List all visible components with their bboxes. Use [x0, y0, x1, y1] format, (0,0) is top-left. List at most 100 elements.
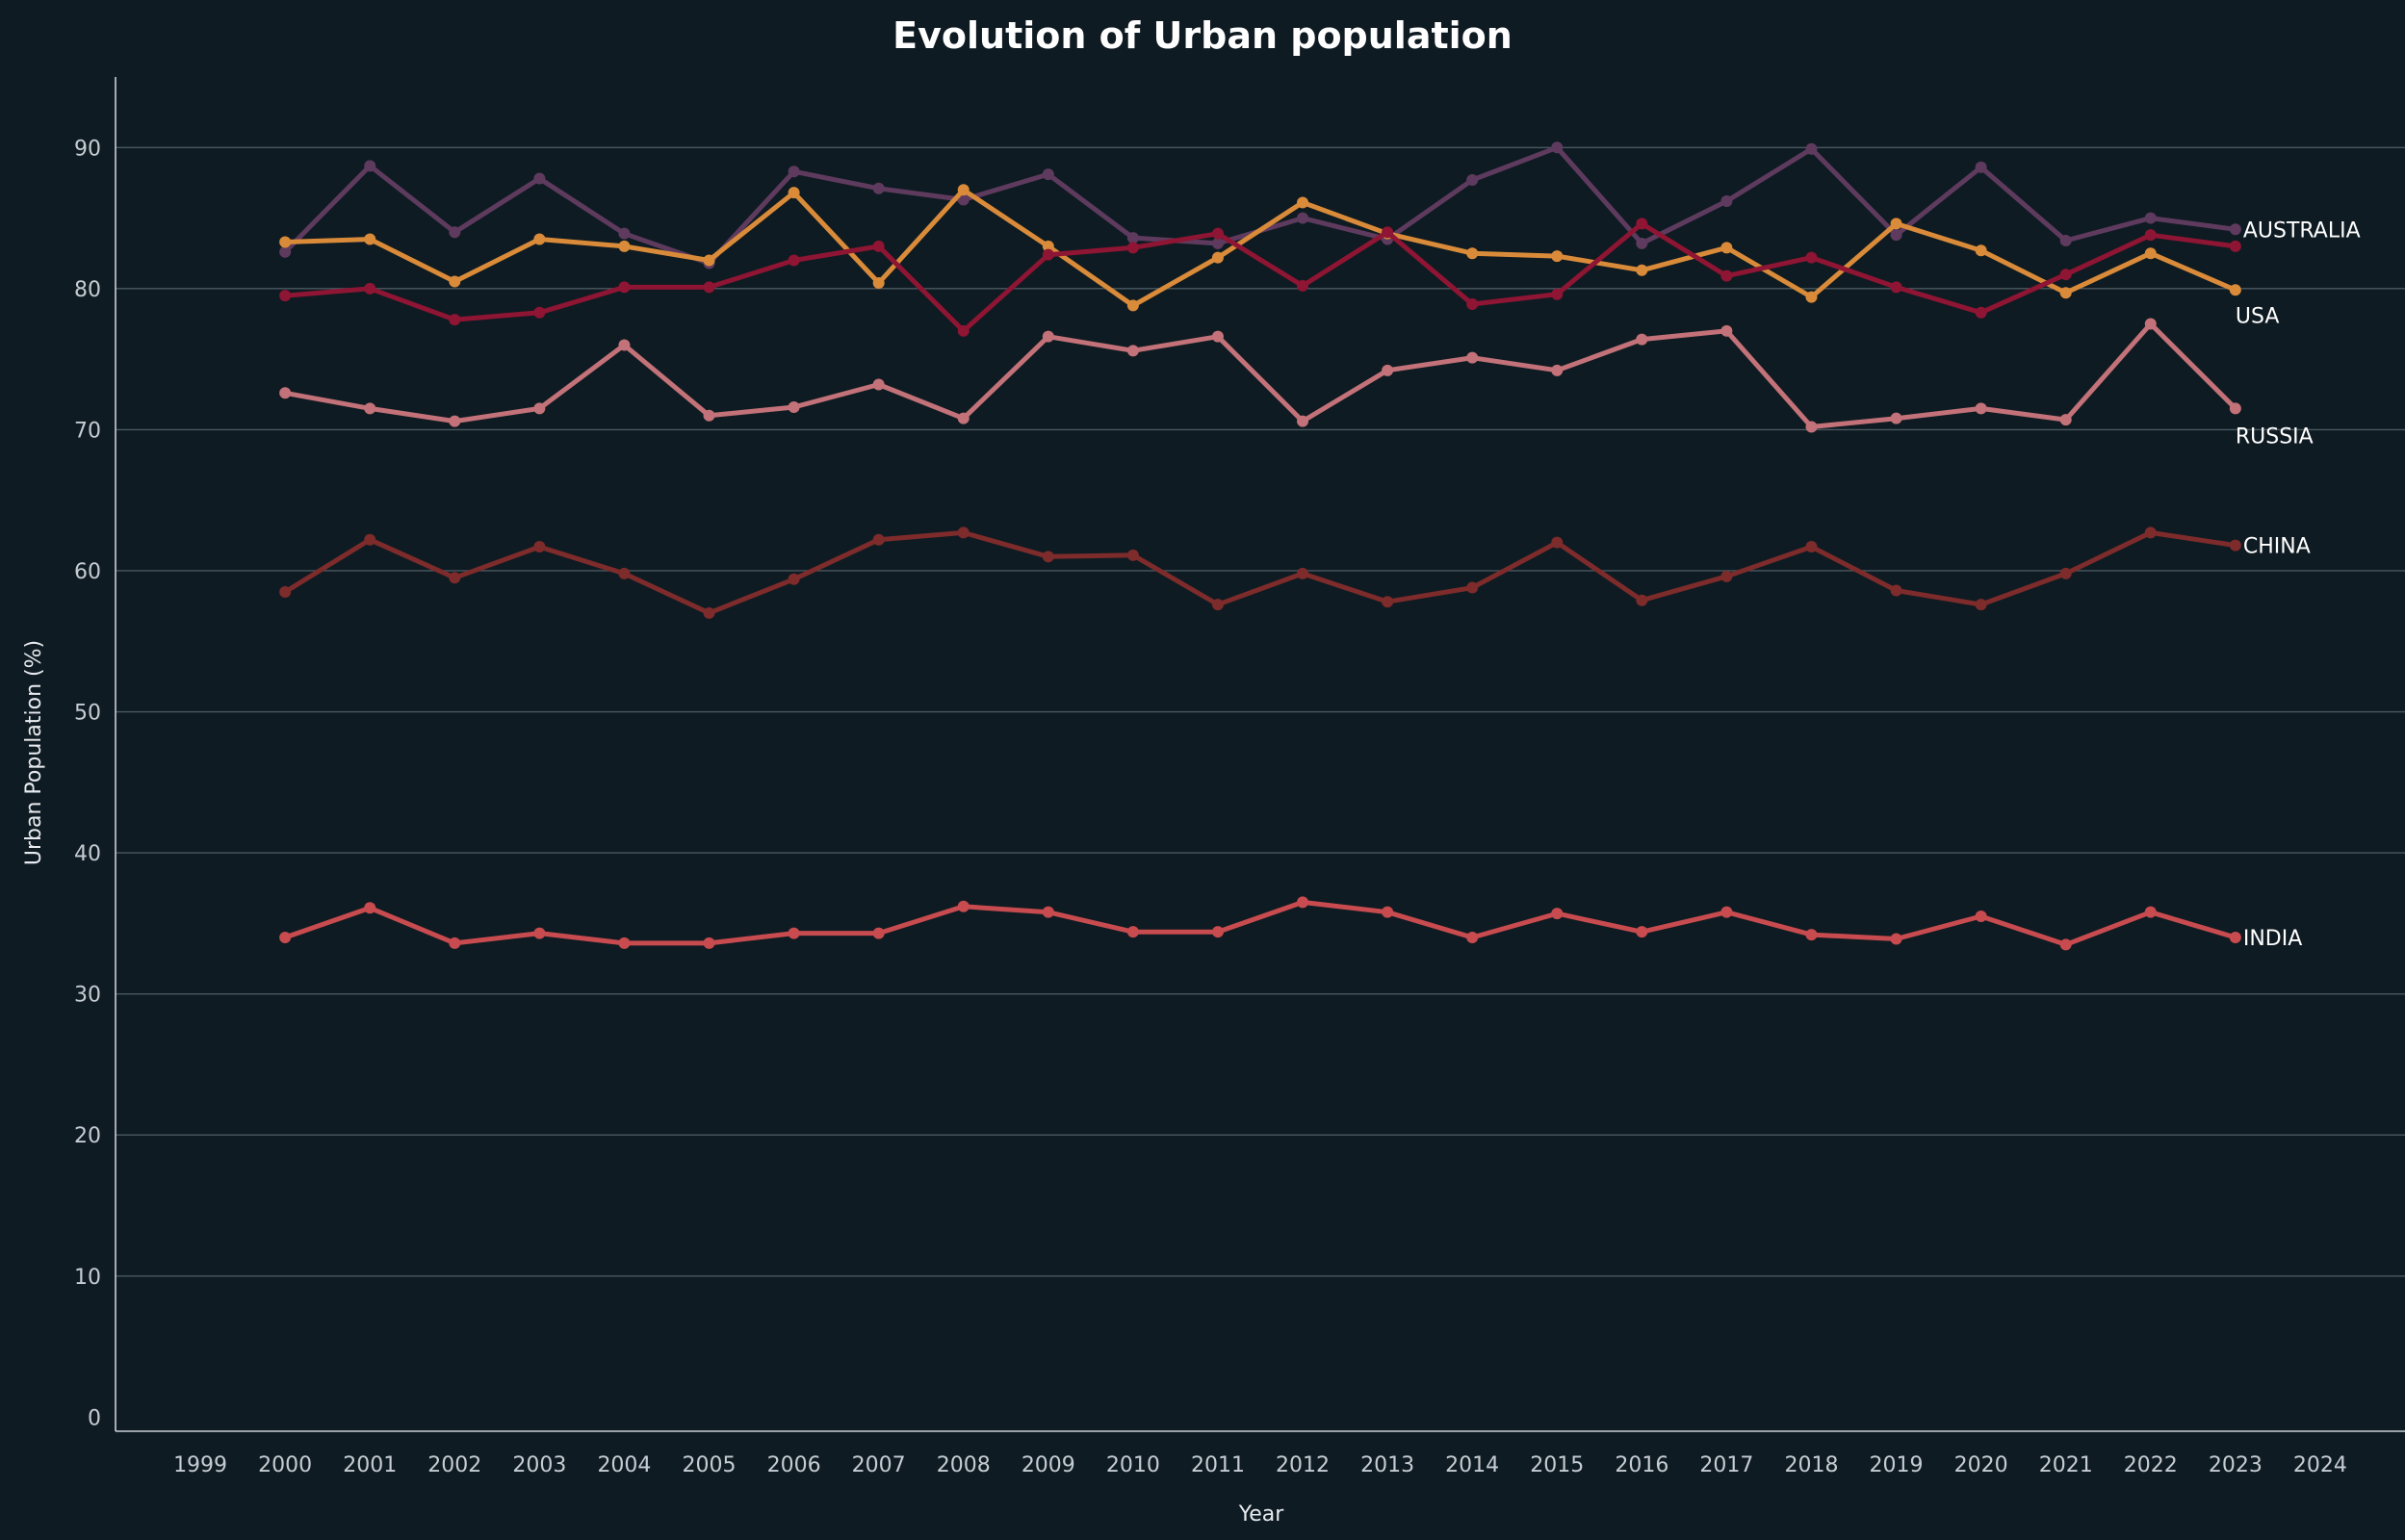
data-point — [2059, 287, 2072, 299]
y-tick-label: 70 — [74, 419, 101, 443]
data-point — [1297, 896, 1309, 909]
data-point — [1975, 402, 1987, 415]
data-point — [1297, 279, 1309, 292]
data-point — [1975, 244, 1987, 257]
data-point — [957, 193, 970, 206]
data-point — [533, 172, 546, 185]
data-point — [2144, 229, 2157, 242]
x-tick-label: 2005 — [683, 1453, 737, 1477]
x-tick-label: 2008 — [937, 1453, 991, 1477]
data-point — [1042, 168, 1054, 181]
data-point — [1466, 932, 1479, 944]
data-point — [618, 937, 631, 949]
data-point — [364, 533, 376, 546]
data-point — [872, 533, 885, 546]
x-tick-label: 2003 — [512, 1453, 566, 1477]
data-point — [1890, 281, 1902, 294]
data-point — [364, 160, 376, 172]
series-russia — [279, 318, 2241, 433]
data-point — [2229, 223, 2241, 236]
series-line — [282, 144, 2238, 266]
data-point — [1297, 567, 1309, 579]
data-point — [1636, 594, 1648, 606]
data-point — [618, 227, 631, 240]
y-tick-label: 60 — [74, 560, 101, 584]
x-tick-label: 2021 — [2039, 1453, 2093, 1477]
data-point — [533, 306, 546, 319]
series-usa — [279, 184, 2241, 312]
x-tick-label: 2013 — [1360, 1453, 1414, 1477]
x-tick-label: 2014 — [1445, 1453, 1499, 1477]
data-point — [1890, 933, 1902, 945]
data-point — [364, 902, 376, 914]
data-point — [2059, 567, 2072, 579]
data-point — [2059, 269, 2072, 281]
data-point — [1466, 351, 1479, 364]
data-point — [703, 606, 715, 619]
data-point — [1297, 212, 1309, 224]
y-tick-label: 50 — [74, 702, 101, 726]
data-point — [1551, 908, 1564, 920]
data-point — [279, 387, 292, 399]
data-point — [703, 409, 715, 422]
data-point — [1636, 333, 1648, 346]
data-point — [1211, 237, 1224, 249]
data-point — [1720, 194, 1733, 207]
data-point — [957, 324, 970, 337]
data-point — [449, 415, 461, 427]
data-point — [1126, 549, 1139, 561]
data-point — [1551, 364, 1564, 376]
x-tick-label: 2020 — [1954, 1453, 2008, 1477]
data-point — [1720, 270, 1733, 282]
data-point — [1975, 911, 1987, 923]
chart-title: Evolution of Urban population — [892, 14, 1513, 57]
data-point — [618, 339, 631, 351]
data-point — [618, 567, 631, 579]
data-point — [1466, 581, 1479, 594]
series-line — [282, 899, 2238, 947]
data-point — [1042, 240, 1054, 252]
series-end-label: CHINA — [2243, 535, 2311, 559]
data-point — [703, 254, 715, 267]
data-point — [703, 281, 715, 294]
data-point — [1126, 232, 1139, 244]
data-point — [279, 236, 292, 248]
data-point — [2059, 414, 2072, 426]
data-point — [1211, 227, 1224, 240]
data-point — [1126, 299, 1139, 312]
data-point — [788, 573, 800, 585]
data-point — [2229, 402, 2241, 415]
data-point — [957, 526, 970, 539]
data-point — [1297, 196, 1309, 209]
data-point — [1720, 324, 1733, 337]
data-point — [1636, 264, 1648, 276]
data-point — [449, 572, 461, 584]
data-point — [1636, 237, 1648, 249]
data-point — [1890, 229, 1902, 242]
data-point — [957, 412, 970, 424]
data-point — [1211, 251, 1224, 264]
x-tick-label: 2001 — [343, 1453, 397, 1477]
data-point — [703, 937, 715, 949]
y-tick-label: 90 — [74, 137, 101, 161]
x-tick-label: 2015 — [1530, 1453, 1584, 1477]
data-point — [957, 900, 970, 912]
data-point — [1805, 421, 1818, 433]
y-tick-label: 80 — [74, 278, 101, 302]
x-tick-label: 2023 — [2209, 1453, 2263, 1477]
data-point — [618, 240, 631, 252]
data-point — [1466, 297, 1479, 310]
x-tick-label: 2016 — [1615, 1453, 1668, 1477]
data-point — [1805, 541, 1818, 553]
data-point — [1551, 536, 1564, 549]
x-tick-label: 2022 — [2124, 1453, 2178, 1477]
data-point — [1382, 596, 1394, 608]
data-point — [2229, 284, 2241, 296]
data-point — [2229, 539, 2241, 552]
x-tick-label: 2010 — [1106, 1453, 1160, 1477]
data-point — [279, 245, 292, 258]
data-point — [1805, 291, 1818, 303]
data-point — [1636, 218, 1648, 230]
data-point — [1720, 242, 1733, 254]
